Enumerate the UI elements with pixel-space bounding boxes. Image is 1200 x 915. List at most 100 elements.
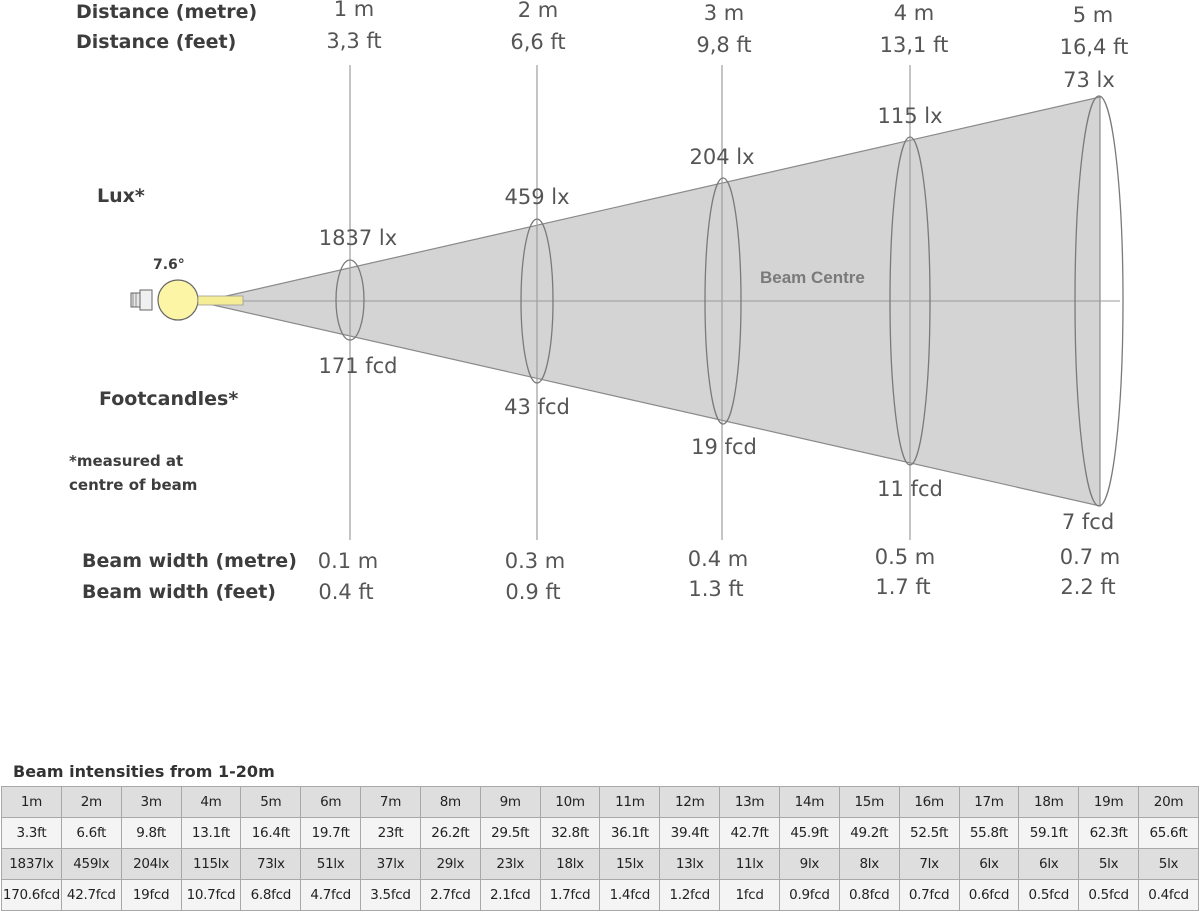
table-row-distance-metre: 1m 2m 3m 4m 5m 6m 7m 8m 9m 10m 11m 12m 13m 14m 15m 16m 1…	[1, 786, 1199, 818]
table-cell: 1837lx	[1, 848, 62, 880]
table-cell: 6m	[300, 786, 362, 818]
table-cell: 3m	[120, 786, 182, 818]
beam-width-ft-3: 1.3 ft	[688, 577, 743, 601]
table-cell: 1m	[1, 786, 62, 818]
table-cell: 10m	[539, 786, 601, 818]
beam-width-m-1: 0.1 m	[318, 549, 379, 573]
lux-value-3: 204 lx	[689, 145, 754, 169]
distance-m-1: 1 m	[334, 0, 375, 21]
lux-value-4: 115 lx	[877, 104, 942, 128]
table-cell: 32.8ft	[539, 817, 601, 849]
distance-ft-3: 9,8 ft	[696, 33, 751, 57]
table-cell: 13lx	[659, 848, 721, 880]
table-cell: 5m	[240, 786, 302, 818]
fcd-value-3: 19 fcd	[691, 435, 757, 459]
table-title: Beam intensities from 1-20m	[13, 762, 275, 781]
table-cell: 9.8ft	[120, 817, 182, 849]
table-cell: 42.7fcd	[60, 879, 122, 911]
table-cell: 5lx	[1078, 848, 1140, 880]
table-cell: 45.9ft	[778, 817, 840, 849]
table-cell: 10.7fcd	[180, 879, 242, 911]
table-cell: 51lx	[300, 848, 362, 880]
beam-width-ft-5: 2.2 ft	[1060, 575, 1115, 599]
table-cell: 39.4ft	[659, 817, 721, 849]
table-cell: 4m	[180, 786, 242, 818]
table-cell: 15lx	[599, 848, 661, 880]
table-cell: 29.5ft	[479, 817, 541, 849]
table-cell: 0.8fcd	[838, 879, 900, 911]
distance-ft-1: 3,3 ft	[326, 29, 381, 53]
table-cell: 0.5fcd	[1018, 879, 1080, 911]
distance-m-4: 4 m	[894, 1, 935, 25]
table-cell: 0.7fcd	[898, 879, 960, 911]
distance-ft-5: 16,4 ft	[1060, 35, 1129, 59]
lux-value-1: 1837 lx	[319, 226, 397, 250]
table-cell: 11m	[599, 786, 661, 818]
table-cell: 17m	[958, 786, 1020, 818]
table-cell: 7m	[360, 786, 421, 818]
beam-width-ft-2: 0.9 ft	[505, 580, 560, 604]
beam-width-ft-4: 1.7 ft	[875, 575, 930, 599]
distance-ft-4: 13,1 ft	[880, 33, 949, 57]
table-cell: 36.1ft	[599, 817, 661, 849]
table-cell: 5lx	[1138, 848, 1199, 880]
row-label-beam-width-feet: Beam width (feet)	[82, 581, 276, 603]
table-cell: 6lx	[958, 848, 1020, 880]
table-cell: 65.6ft	[1138, 817, 1199, 849]
cross-section-5m	[1074, 95, 1124, 507]
table-cell: 19.7ft	[300, 817, 362, 849]
fcd-value-5: 7 fcd	[1062, 510, 1114, 534]
table-cell: 23lx	[479, 848, 541, 880]
table-cell: 20m	[1138, 786, 1199, 818]
fcd-value-1: 171 fcd	[318, 354, 397, 378]
fcd-value-2: 43 fcd	[504, 395, 570, 419]
table-cell: 14m	[778, 786, 840, 818]
table-cell: 1.2fcd	[659, 879, 721, 911]
table-cell: 459lx	[60, 848, 122, 880]
table-cell: 19fcd	[120, 879, 182, 911]
table-cell: 6.6ft	[60, 817, 122, 849]
table-cell: 3.3ft	[1, 817, 62, 849]
measurement-note-line2: centre of beam	[69, 476, 197, 494]
table-cell: 170.6fcd	[1, 879, 62, 911]
table-cell: 11lx	[719, 848, 780, 880]
table-row-lux: 1837lx 459lx 204lx 115lx 73lx 51lx 37lx 29lx 23l…	[1, 848, 1199, 880]
table-cell: 26.2ft	[419, 817, 481, 849]
lux-value-5: 73 lx	[1063, 68, 1115, 92]
table-cell: 4.7fcd	[300, 879, 362, 911]
table-row-distance-feet: 3.3ft 6.6ft 9.8ft 13.1ft 16.4ft 19.7ft 23ft 26.…	[1, 817, 1199, 849]
table-cell: 12m	[659, 786, 721, 818]
table-cell: 2.1fcd	[479, 879, 541, 911]
beam-width-m-5: 0.7 m	[1060, 545, 1121, 569]
beam-diagram: 7.6° Beam Centre Distance (metre) Distan…	[69, 0, 1129, 604]
table-cell: 13m	[719, 786, 780, 818]
table-cell: 204lx	[120, 848, 182, 880]
table-cell: 3.5fcd	[360, 879, 421, 911]
table-cell: 2m	[60, 786, 122, 818]
distance-guides	[349, 65, 911, 540]
table-cell: 0.9fcd	[778, 879, 840, 911]
fcd-value-4: 11 fcd	[877, 477, 943, 501]
table-cell: 23ft	[360, 817, 421, 849]
table-cell: 18m	[1018, 786, 1080, 818]
table-cell: 8lx	[838, 848, 900, 880]
table-cell: 59.1ft	[1018, 817, 1080, 849]
beam-centre-label: Beam Centre	[760, 268, 865, 287]
cross-section-2m	[520, 218, 554, 384]
beam-width-m-4: 0.5 m	[875, 545, 936, 569]
table-cell: 73lx	[240, 848, 302, 880]
measurement-note-line1: *measured at	[69, 452, 183, 470]
table-cell: 2.7fcd	[419, 879, 481, 911]
table-cell: 8m	[419, 786, 481, 818]
row-label-lux: Lux*	[97, 185, 145, 207]
distance-m-5: 5 m	[1073, 3, 1114, 27]
table-cell: 9lx	[778, 848, 840, 880]
table-cell: 18lx	[539, 848, 601, 880]
table-cell: 9m	[479, 786, 541, 818]
lamp-icon	[130, 279, 244, 321]
beam-intensity-table: 1m 2m 3m 4m 5m 6m 7m 8m 9m 10m 11m 12m 13m 14m 15m 16m 1…	[1, 786, 1199, 911]
table-cell: 0.6fcd	[958, 879, 1020, 911]
table-cell: 15m	[838, 786, 900, 818]
table-cell: 16m	[898, 786, 960, 818]
table-cell: 62.3ft	[1078, 817, 1140, 849]
